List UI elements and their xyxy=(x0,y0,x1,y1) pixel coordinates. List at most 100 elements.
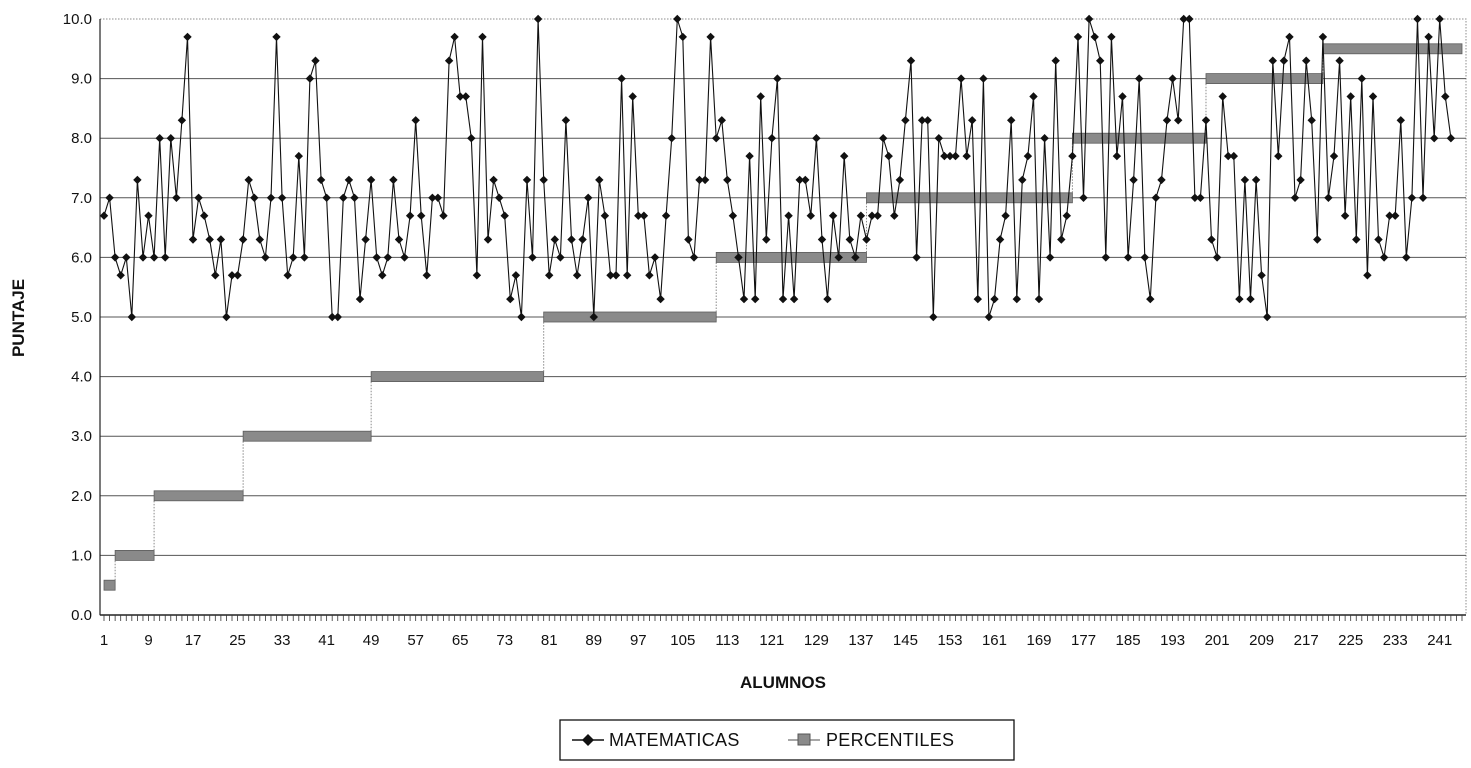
x-tick-label: 49 xyxy=(363,632,380,649)
matematicas-point xyxy=(467,134,476,143)
matematicas-point xyxy=(751,294,760,304)
matematicas-point xyxy=(1040,134,1049,143)
matematicas-point xyxy=(1218,92,1227,101)
matematicas-point xyxy=(1435,14,1444,24)
matematicas-point xyxy=(550,235,559,244)
x-tick-label: 105 xyxy=(670,632,695,649)
y-tick-label: 9.0 xyxy=(71,71,92,88)
matematicas-point xyxy=(661,211,671,220)
matematicas-point xyxy=(678,32,687,42)
matematicas-point xyxy=(1190,193,1200,202)
matematicas-point xyxy=(778,294,788,304)
matematicas-point xyxy=(238,235,248,244)
matematicas-point xyxy=(205,235,214,244)
matematicas-point xyxy=(1101,253,1110,262)
matematicas-point xyxy=(122,253,131,262)
x-tick-label: 25 xyxy=(229,632,246,649)
matematicas-point xyxy=(695,175,704,185)
matematicas-point xyxy=(584,193,593,202)
matematicas-point xyxy=(762,235,771,244)
matematicas-point xyxy=(133,175,142,185)
matematicas-point xyxy=(1257,271,1266,280)
matematicas-point xyxy=(316,175,326,185)
legend-item-percentiles: PERCENTILES xyxy=(788,730,954,750)
matematicas-point xyxy=(1424,32,1433,42)
matematicas-point xyxy=(717,116,726,125)
legend-label-matematicas: MATEMATICAS xyxy=(609,730,740,750)
matematicas-point xyxy=(1057,235,1066,244)
matematicas-point xyxy=(984,312,994,322)
matematicas-point xyxy=(478,32,487,42)
x-tick-label: 41 xyxy=(318,632,335,649)
x-tick-label: 9 xyxy=(144,632,152,649)
matematicas-point xyxy=(1318,32,1328,42)
matematicas-point xyxy=(929,312,938,322)
x-tick-label: 65 xyxy=(452,632,469,649)
matematicas-point xyxy=(700,175,710,185)
matematicas-point xyxy=(339,193,348,202)
x-tick-label: 233 xyxy=(1383,632,1408,649)
matematicas-point xyxy=(433,193,443,202)
percentiles-step xyxy=(242,430,372,442)
matematicas-point xyxy=(1201,116,1211,125)
matematicas-point xyxy=(862,235,871,244)
matematicas-point xyxy=(311,56,320,65)
matematicas-point xyxy=(1073,32,1083,42)
matematicas-point xyxy=(511,271,521,280)
matematicas-point xyxy=(1374,235,1383,244)
x-tick-label: 1 xyxy=(100,632,108,649)
matematicas-point xyxy=(968,116,977,125)
y-tick-label: 7.0 xyxy=(71,190,92,207)
matematicas-point xyxy=(1096,56,1105,65)
x-tick-label: 17 xyxy=(185,632,202,649)
matematicas-point xyxy=(155,134,164,143)
matematicas-point xyxy=(1018,175,1027,185)
matematicas-point xyxy=(1157,175,1166,185)
x-tick-label: 33 xyxy=(274,632,291,649)
matematicas-point xyxy=(1268,56,1277,65)
matematicas-point xyxy=(450,32,459,42)
y-tick-label: 2.0 xyxy=(71,488,92,505)
matematicas-point xyxy=(522,175,532,185)
x-tick-label: 73 xyxy=(496,632,513,649)
matematicas-point xyxy=(784,211,793,220)
matematicas-point xyxy=(1212,253,1222,262)
matematicas-point xyxy=(995,235,1005,244)
matematicas-point xyxy=(1290,193,1300,202)
matematicas-point xyxy=(1162,116,1172,125)
matematicas-point xyxy=(1001,211,1010,220)
matematicas-point xyxy=(1129,175,1138,185)
matematicas-point xyxy=(211,271,220,280)
percentiles-step xyxy=(114,550,155,561)
matematicas-point xyxy=(116,271,125,280)
matematicas-point xyxy=(250,193,259,202)
matematicas-point xyxy=(1224,151,1233,161)
matematicas-point xyxy=(1196,193,1205,202)
percentiles-step xyxy=(543,311,717,323)
matematicas-point xyxy=(951,151,960,161)
matematicas-point xyxy=(973,294,982,304)
matematicas-point xyxy=(233,271,242,280)
matematicas-point xyxy=(645,271,654,280)
matematicas-point xyxy=(528,253,537,262)
x-tick-label: 89 xyxy=(585,632,602,649)
matematicas-point xyxy=(1274,151,1283,161)
matematicas-point xyxy=(1112,151,1122,161)
matematicas-point xyxy=(823,294,832,304)
percentiles-step xyxy=(1205,73,1324,84)
matematicas-point xyxy=(606,271,615,280)
matematicas-point xyxy=(222,312,231,322)
matematicas-point xyxy=(956,74,966,83)
matematicas-point xyxy=(366,175,376,185)
y-tick-label: 1.0 xyxy=(71,547,92,564)
matematicas-point xyxy=(1396,116,1405,125)
matematicas-point xyxy=(817,235,827,244)
matematicas-point xyxy=(1062,211,1071,220)
x-tick-label: 81 xyxy=(541,632,558,649)
matematicas-point xyxy=(1251,175,1261,185)
matematicas-point xyxy=(99,211,109,220)
matematicas-point xyxy=(650,253,660,262)
matematicas-point xyxy=(1263,312,1272,322)
matematicas-point xyxy=(394,235,404,244)
matematicas-point xyxy=(1079,193,1088,202)
